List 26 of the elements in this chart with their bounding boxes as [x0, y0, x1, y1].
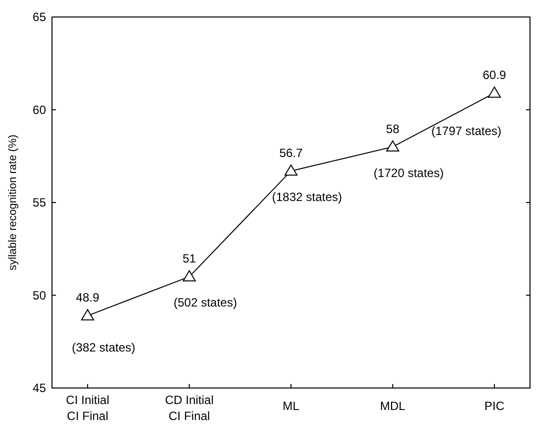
y-tick-label: 45	[32, 381, 46, 396]
data-label: 60.9	[482, 68, 506, 82]
x-tick-label: ML	[282, 399, 300, 413]
x-tick-label: MDL	[380, 399, 406, 413]
x-tick-label: CD Initial CI Final	[164, 393, 214, 423]
point	[81, 309, 94, 320]
point	[386, 140, 400, 152]
data-label: 58	[386, 122, 400, 136]
x-tick-label: CI Initial CI Final	[66, 393, 110, 423]
y-tick-label: 55	[32, 196, 46, 210]
y-axis-title: syllable recognition rate (%)	[7, 134, 19, 270]
data-label: 51	[182, 252, 196, 266]
y-tick-label: 50	[32, 288, 46, 302]
point	[488, 86, 501, 98]
data-label: 56.7	[279, 146, 303, 160]
point	[182, 270, 196, 282]
annotation: (502 states)	[174, 296, 237, 310]
annotation: (382 states)	[72, 340, 136, 355]
x-tick-label: PIC	[484, 399, 505, 413]
point	[284, 164, 298, 176]
y-tick-label: 65	[32, 10, 46, 24]
annotation: (1797 states)	[431, 124, 502, 138]
annotation: (1832 states)	[272, 190, 342, 204]
y-tick-label: 60	[32, 102, 46, 117]
data-label: 48.9	[76, 290, 100, 305]
annotation: (1720 states)	[374, 166, 444, 180]
